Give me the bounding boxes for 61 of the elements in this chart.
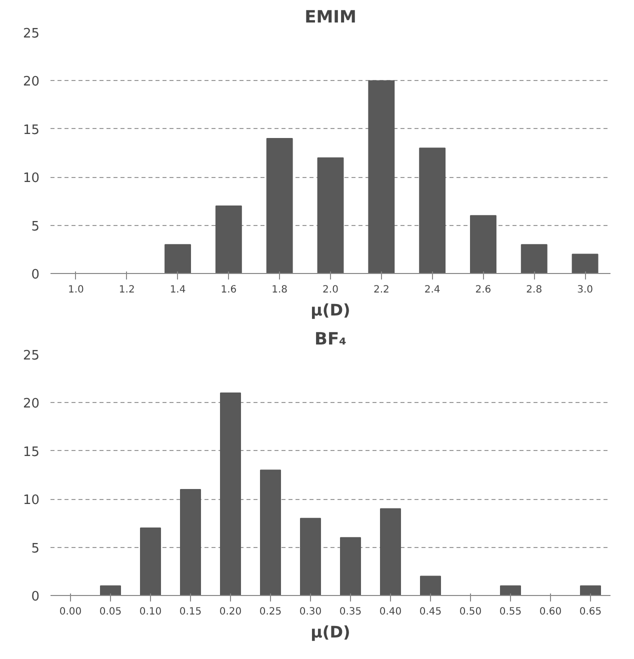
- x-tick-label: 0.50: [459, 606, 482, 618]
- x-tick-label: 0.35: [339, 606, 362, 618]
- x-tick-label: 1.0: [68, 284, 84, 296]
- bar: [500, 585, 521, 596]
- x-tick-label: 2.6: [475, 284, 492, 296]
- x-tick-label: 1.8: [272, 284, 288, 296]
- x-tick-label: 0.10: [139, 606, 162, 618]
- x-tick-label: 3.0: [577, 284, 593, 296]
- y-tick-label: 10: [22, 171, 40, 186]
- bar: [266, 138, 293, 274]
- bar: [300, 518, 321, 596]
- bar: [317, 157, 344, 274]
- x-tick-label: 0.25: [259, 606, 282, 618]
- x-tick-label: 0.60: [539, 606, 562, 618]
- bar: [100, 585, 121, 596]
- x-tick-label: 0.55: [499, 606, 522, 618]
- bar: [368, 80, 395, 274]
- bar: [419, 148, 446, 274]
- x-tick-label: 2.4: [424, 284, 440, 296]
- x-tick-label: 0.45: [419, 606, 442, 618]
- bar: [215, 206, 242, 274]
- y-tick-label: 25: [22, 348, 40, 364]
- bar: [340, 537, 361, 596]
- bar: [572, 254, 598, 274]
- bar: [380, 508, 401, 596]
- y-tick-label: 15: [22, 444, 40, 460]
- bar: [420, 576, 441, 596]
- bar: [140, 528, 161, 596]
- x-tick-label: 0.15: [179, 606, 202, 618]
- x-tick-label: 0.40: [379, 606, 402, 618]
- y-tick-label: 20: [22, 74, 40, 90]
- bar: [470, 215, 496, 274]
- x-axis-title: μ(D): [310, 300, 350, 320]
- bar: [520, 244, 548, 274]
- x-tick-label: 0.20: [219, 606, 242, 618]
- x-tick-label: 2.2: [373, 284, 390, 296]
- chart-title: BF₄: [314, 330, 347, 350]
- x-axis-title: μ(D): [310, 622, 350, 642]
- bar: [580, 585, 601, 596]
- x-tick-label: 2.0: [322, 284, 338, 296]
- chart-title: EMIM: [304, 8, 356, 28]
- x-tick-label: 1.2: [118, 284, 135, 296]
- y-tick-label: 0: [31, 268, 40, 282]
- y-tick-label: 5: [31, 541, 40, 556]
- x-tick-label: 1.6: [220, 284, 237, 296]
- y-tick-label: 15: [22, 122, 40, 138]
- x-tick-label: 0.65: [579, 606, 602, 618]
- bar: [220, 392, 241, 596]
- x-tick-label: 0.30: [299, 606, 322, 618]
- x-tick-label: 1.4: [170, 284, 186, 296]
- y-tick-label: 20: [22, 396, 40, 412]
- y-tick-label: 5: [31, 219, 40, 234]
- bar: [260, 470, 281, 596]
- y-tick-label: 25: [22, 26, 40, 42]
- y-tick-label: 10: [22, 493, 40, 508]
- y-tick-label: 0: [31, 590, 40, 604]
- x-tick-label: 2.8: [526, 284, 542, 296]
- x-tick-label: 0.00: [59, 606, 82, 618]
- bar: [164, 244, 191, 274]
- x-tick-label: 0.05: [99, 606, 122, 618]
- bar: [180, 488, 201, 596]
